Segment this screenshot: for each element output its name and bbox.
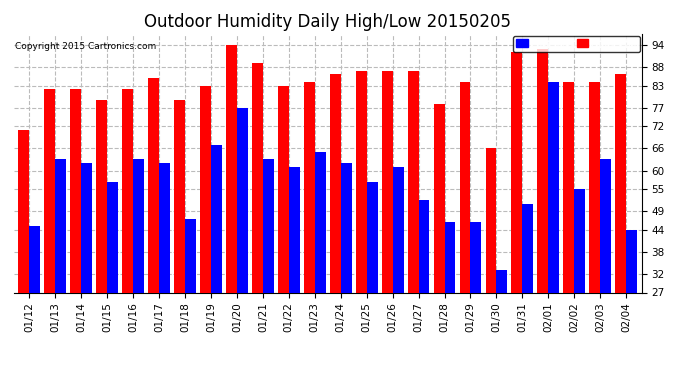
Bar [393, 167, 404, 292]
Bar [289, 167, 299, 292]
Bar [278, 86, 289, 292]
Bar [511, 52, 522, 292]
Bar [44, 89, 55, 292]
Bar [496, 270, 507, 292]
Bar [589, 82, 600, 292]
Bar [615, 74, 626, 292]
Bar [133, 159, 144, 292]
Bar [19, 130, 30, 292]
Bar [341, 163, 352, 292]
Bar [122, 89, 133, 292]
Bar [460, 82, 471, 292]
Bar [315, 152, 326, 292]
Bar [330, 74, 341, 292]
Bar [226, 45, 237, 292]
Title: Outdoor Humidity Daily High/Low 20150205: Outdoor Humidity Daily High/Low 20150205 [144, 13, 511, 31]
Bar [252, 63, 263, 292]
Bar [30, 226, 40, 292]
Bar [366, 182, 377, 292]
Bar [81, 163, 92, 292]
Bar [174, 100, 185, 292]
Bar [444, 222, 455, 292]
Bar [600, 159, 611, 292]
Bar [408, 71, 419, 292]
Bar [211, 145, 222, 292]
Bar [356, 71, 366, 292]
Bar [185, 219, 196, 292]
Bar [200, 86, 211, 292]
Legend: Low  (%), High  (%): Low (%), High (%) [513, 36, 640, 51]
Bar [574, 189, 585, 292]
Text: Copyright 2015 Cartronics.com: Copyright 2015 Cartronics.com [15, 42, 157, 51]
Bar [433, 104, 444, 292]
Bar [97, 100, 107, 292]
Bar [70, 89, 81, 292]
Bar [107, 182, 118, 292]
Bar [522, 204, 533, 292]
Bar [538, 48, 549, 292]
Bar [55, 159, 66, 292]
Bar [304, 82, 315, 292]
Bar [563, 82, 574, 292]
Bar [549, 82, 559, 292]
Bar [263, 159, 274, 292]
Bar [159, 163, 170, 292]
Bar [486, 148, 496, 292]
Bar [382, 71, 393, 292]
Bar [419, 200, 429, 292]
Bar [626, 230, 637, 292]
Bar [148, 78, 159, 292]
Bar [237, 108, 248, 292]
Bar [471, 222, 482, 292]
